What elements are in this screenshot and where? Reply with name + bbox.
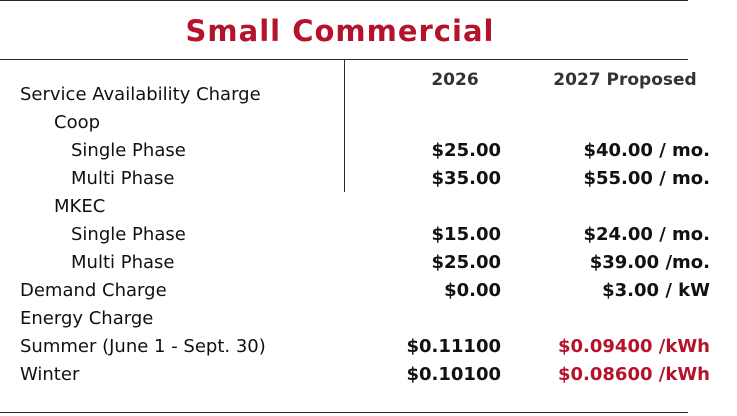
value-2026: $0.10100: [406, 364, 501, 385]
table-row-energy-charge: Energy Charge: [0, 308, 737, 336]
row-label: Service Availability Charge: [20, 84, 261, 105]
page-title: Small Commercial: [185, 14, 495, 48]
value-2026: $25.00: [431, 252, 501, 273]
value-2026: $35.00: [431, 168, 501, 189]
table-row-coop-single-phase: Single Phase $25.00 $40.00 / mo.: [0, 140, 737, 168]
table-row-coop-multi-phase: Multi Phase $35.00 $55.00 / mo.: [0, 168, 737, 196]
value-2027: $0.09400 /kWh: [558, 336, 710, 357]
column-header-2027-proposed: 2027 Proposed: [553, 70, 697, 90]
value-2026: $0.00: [444, 280, 501, 301]
top-rule: [0, 0, 688, 1]
row-label: Winter: [20, 364, 80, 385]
value-2026: $25.00: [431, 140, 501, 161]
bottom-rule: [0, 412, 688, 413]
table-row-mkec-multi-phase: Multi Phase $25.00 $39.00 /mo.: [0, 252, 737, 280]
value-2027: $0.08600 /kWh: [558, 364, 710, 385]
table-row-mkec: MKEC: [0, 196, 737, 224]
value-2027: $3.00 / kW: [602, 280, 710, 301]
row-label: Demand Charge: [20, 280, 167, 301]
row-label: Summer (June 1 - Sept. 30): [20, 336, 266, 357]
column-divider: [344, 60, 345, 192]
table-row-winter: Winter $0.10100 $0.08600 /kWh: [0, 364, 737, 392]
row-label: Energy Charge: [20, 308, 154, 329]
value-2027: $24.00 / mo.: [583, 224, 710, 245]
table-row-demand-charge: Demand Charge $0.00 $3.00 / kW: [0, 280, 737, 308]
value-2026: $15.00: [431, 224, 501, 245]
value-2026: $0.11100: [406, 336, 501, 357]
row-label: MKEC: [54, 196, 106, 217]
row-label: Single Phase: [71, 224, 186, 245]
row-label: Multi Phase: [71, 168, 175, 189]
table-row-mkec-single-phase: Single Phase $15.00 $24.00 / mo.: [0, 224, 737, 252]
header-rule: [0, 59, 688, 60]
table-row-coop: Coop: [0, 112, 737, 140]
table-row-summer: Summer (June 1 - Sept. 30) $0.11100 $0.0…: [0, 336, 737, 364]
table-row-service-availability-charge: Service Availability Charge: [0, 84, 737, 112]
value-2027: $40.00 / mo.: [583, 140, 710, 161]
value-2027: $55.00 / mo.: [583, 168, 710, 189]
column-header-2026: 2026: [431, 70, 479, 90]
row-label: Single Phase: [71, 140, 186, 161]
row-label: Multi Phase: [71, 252, 175, 273]
row-label: Coop: [54, 112, 101, 133]
value-2027: $39.00 /mo.: [589, 252, 710, 273]
